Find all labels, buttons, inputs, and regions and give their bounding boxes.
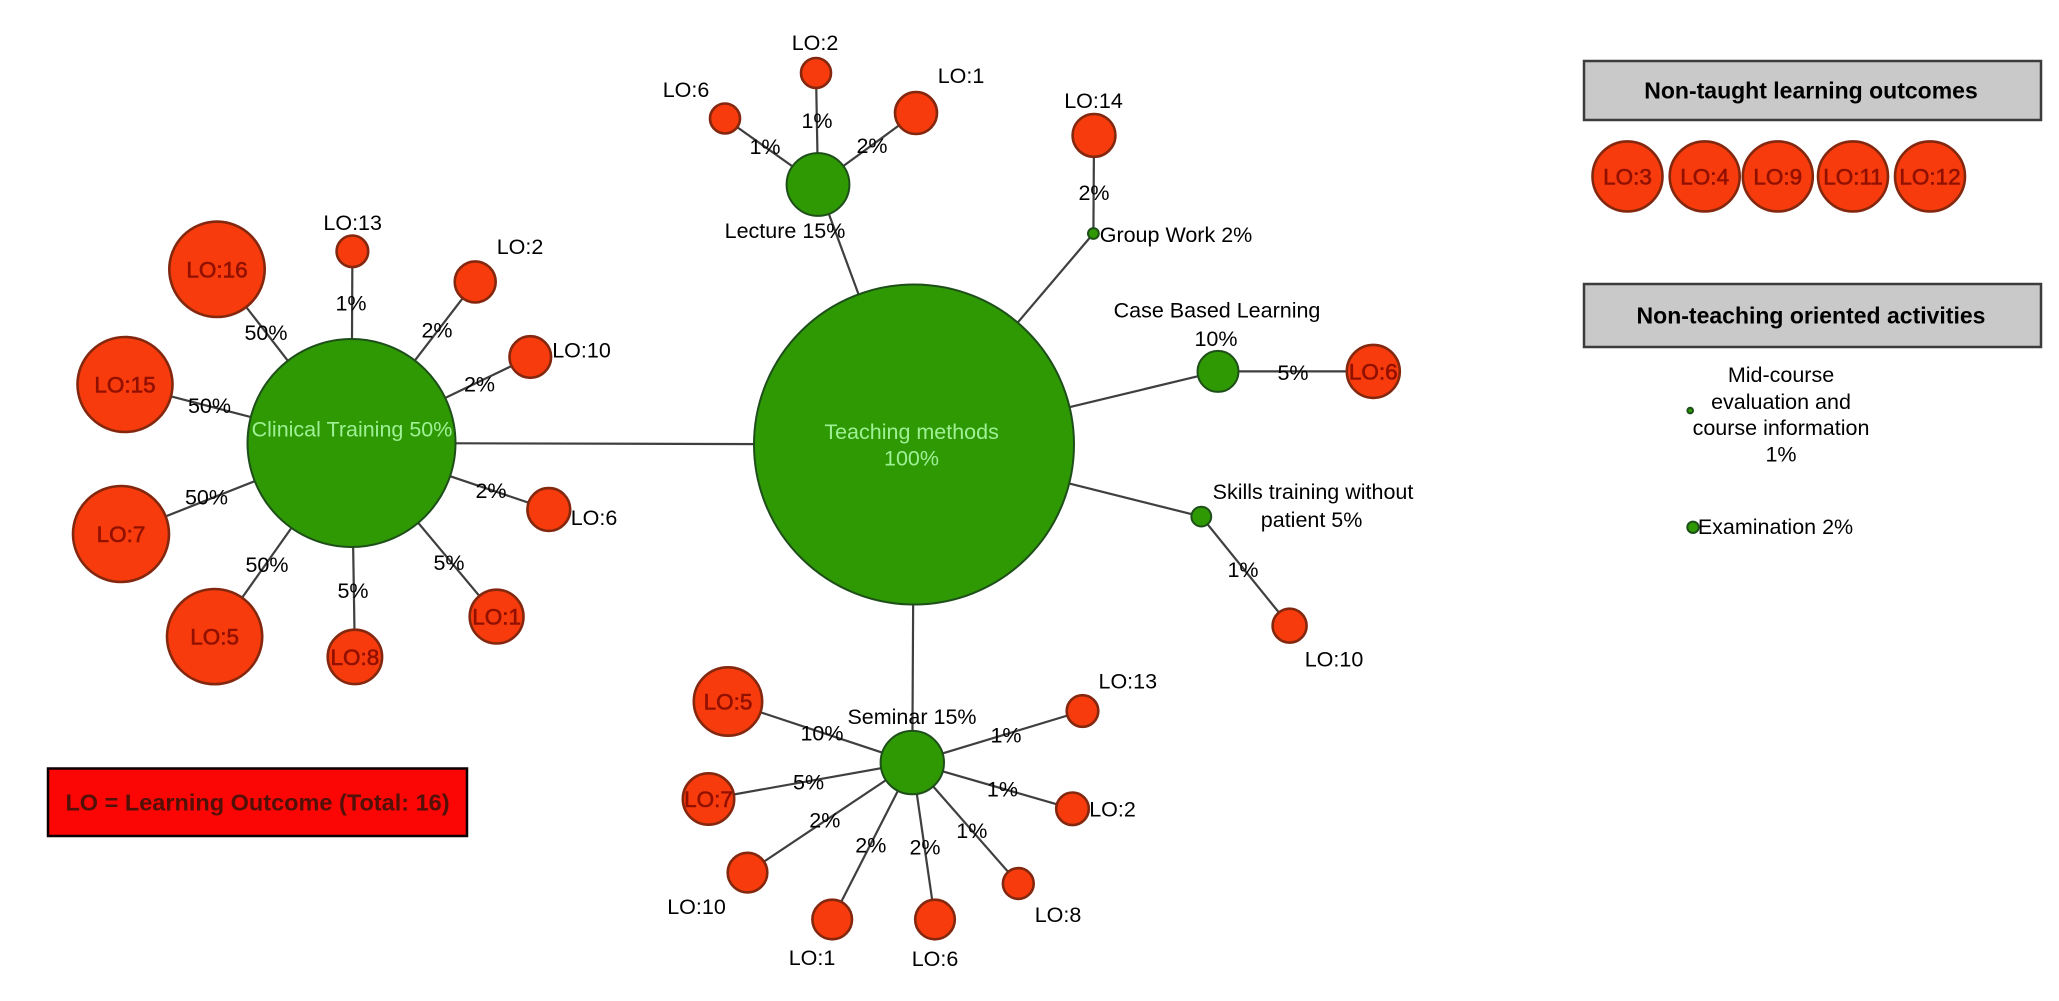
svg-text:100%: 100% bbox=[884, 447, 939, 471]
svg-text:LO:16: LO:16 bbox=[186, 257, 247, 282]
svg-text:50%: 50% bbox=[185, 486, 228, 510]
svg-text:2%: 2% bbox=[464, 373, 495, 397]
svg-text:LO = Learning Outcome (Total:: LO = Learning Outcome (Total: 16) bbox=[65, 790, 449, 816]
svg-text:1%: 1% bbox=[1765, 442, 1796, 466]
svg-text:1%: 1% bbox=[1227, 558, 1258, 582]
svg-text:1%: 1% bbox=[801, 109, 832, 133]
svg-text:LO:1: LO:1 bbox=[938, 64, 985, 88]
svg-text:LO:13: LO:13 bbox=[1099, 670, 1158, 694]
svg-text:5%: 5% bbox=[337, 579, 368, 603]
svg-text:LO:6: LO:6 bbox=[1349, 359, 1398, 384]
svg-text:1%: 1% bbox=[990, 724, 1021, 748]
svg-text:LO:8: LO:8 bbox=[1035, 903, 1082, 927]
svg-text:LO:6: LO:6 bbox=[663, 78, 710, 102]
svg-text:Seminar 15%: Seminar 15% bbox=[847, 705, 976, 729]
svg-text:2%: 2% bbox=[421, 319, 452, 343]
svg-text:LO:1: LO:1 bbox=[789, 946, 836, 970]
svg-text:2%: 2% bbox=[856, 134, 887, 158]
svg-text:1%: 1% bbox=[335, 292, 366, 316]
svg-text:LO:7: LO:7 bbox=[97, 522, 146, 547]
svg-text:50%: 50% bbox=[245, 553, 288, 577]
svg-text:Mid-course: Mid-course bbox=[1728, 363, 1834, 387]
svg-text:LO:2: LO:2 bbox=[497, 235, 544, 259]
svg-text:LO:5: LO:5 bbox=[704, 690, 753, 715]
svg-text:1%: 1% bbox=[749, 135, 780, 159]
svg-text:LO:2: LO:2 bbox=[1089, 798, 1136, 822]
svg-text:LO:8: LO:8 bbox=[331, 645, 380, 670]
svg-text:2%: 2% bbox=[809, 808, 840, 832]
svg-text:LO:2: LO:2 bbox=[792, 31, 839, 55]
svg-text:Non-taught learning outcomes: Non-taught learning outcomes bbox=[1644, 78, 1978, 104]
svg-text:LO:6: LO:6 bbox=[912, 947, 959, 971]
svg-text:LO:7: LO:7 bbox=[684, 787, 733, 812]
svg-text:1%: 1% bbox=[987, 778, 1018, 802]
svg-text:50%: 50% bbox=[244, 321, 287, 345]
svg-text:LO:15: LO:15 bbox=[94, 373, 155, 398]
svg-text:Lecture 15%: Lecture 15% bbox=[725, 219, 846, 243]
svg-text:Case Based Learning: Case Based Learning bbox=[1114, 299, 1321, 323]
svg-text:Clinical Training 50%: Clinical Training 50% bbox=[252, 418, 453, 442]
svg-text:Examination 2%: Examination 2% bbox=[1698, 515, 1853, 539]
svg-text:LO:13: LO:13 bbox=[323, 211, 382, 235]
svg-text:5%: 5% bbox=[1277, 361, 1308, 385]
svg-text:10%: 10% bbox=[800, 722, 843, 746]
svg-text:LO:4: LO:4 bbox=[1680, 164, 1729, 189]
svg-text:LO:3: LO:3 bbox=[1603, 164, 1652, 189]
svg-text:LO:10: LO:10 bbox=[552, 339, 611, 363]
svg-text:LO:6: LO:6 bbox=[571, 506, 618, 530]
svg-text:LO:14: LO:14 bbox=[1064, 89, 1123, 113]
svg-text:10%: 10% bbox=[1194, 327, 1237, 351]
svg-text:LO:5: LO:5 bbox=[190, 625, 239, 650]
svg-text:50%: 50% bbox=[188, 394, 231, 418]
svg-text:5%: 5% bbox=[433, 551, 464, 575]
svg-text:course information: course information bbox=[1693, 416, 1870, 440]
svg-text:Skills training without: Skills training without bbox=[1213, 480, 1414, 504]
svg-text:LO:12: LO:12 bbox=[1899, 164, 1960, 189]
svg-text:patient 5%: patient 5% bbox=[1261, 508, 1363, 532]
svg-text:Non-teaching oriented activiti: Non-teaching oriented activities bbox=[1637, 303, 1986, 329]
svg-text:1%: 1% bbox=[956, 819, 987, 843]
svg-text:5%: 5% bbox=[793, 770, 824, 794]
svg-text:2%: 2% bbox=[855, 834, 886, 858]
svg-text:LO:10: LO:10 bbox=[667, 895, 726, 919]
svg-text:2%: 2% bbox=[1078, 181, 1109, 205]
svg-text:2%: 2% bbox=[909, 835, 940, 859]
svg-text:LO:9: LO:9 bbox=[1753, 164, 1802, 189]
svg-text:Teaching methods: Teaching methods bbox=[824, 420, 999, 444]
svg-text:LO:1: LO:1 bbox=[472, 605, 521, 630]
svg-text:Group Work 2%: Group Work 2% bbox=[1100, 223, 1253, 247]
svg-text:evaluation and: evaluation and bbox=[1711, 390, 1851, 414]
svg-text:LO:11: LO:11 bbox=[1823, 164, 1883, 189]
svg-text:2%: 2% bbox=[475, 479, 506, 503]
svg-text:LO:10: LO:10 bbox=[1305, 648, 1364, 672]
